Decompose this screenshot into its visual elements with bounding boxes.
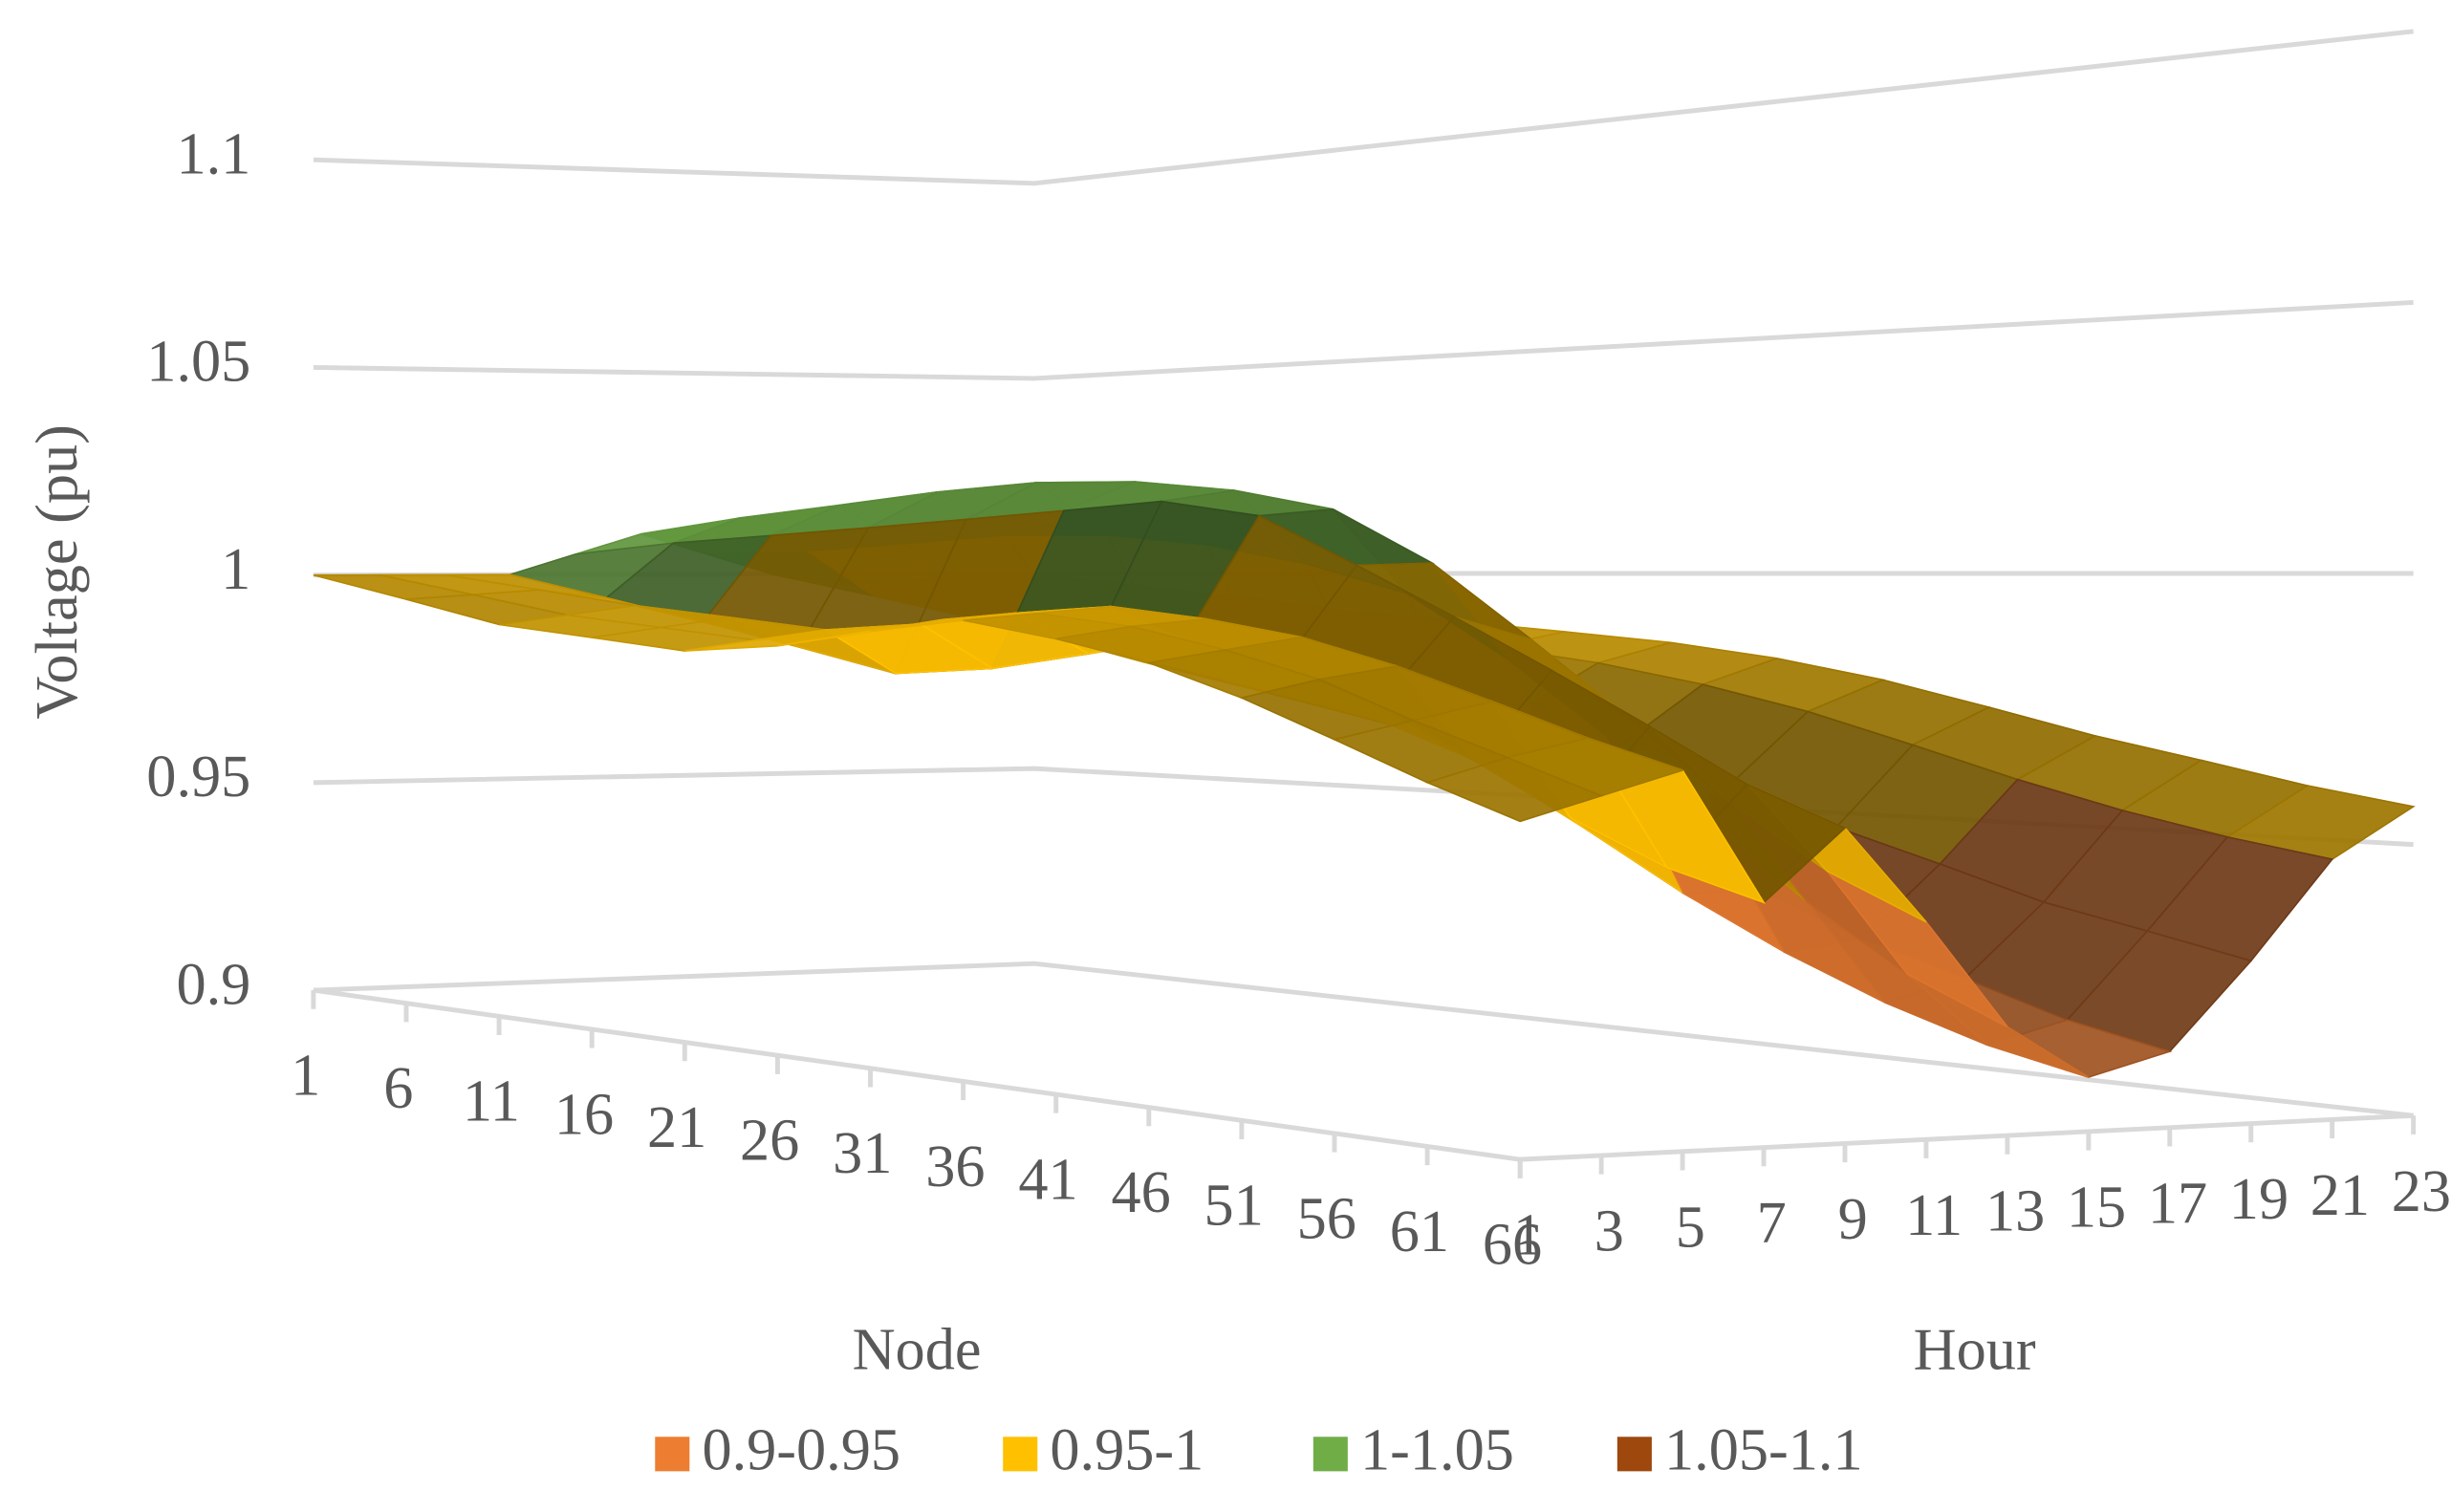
z-tick-label: 17 [2148, 1170, 2207, 1236]
z-tick-label: 7 [1757, 1190, 1787, 1256]
legend-swatch [1312, 1436, 1348, 1472]
legend: 0.9-0.95 0.95-1 1-1.05 1.05-1.1 [655, 1416, 1863, 1482]
grid-line [313, 29, 2414, 186]
legend-label: 1-1.05 [1360, 1416, 1514, 1482]
x-tick-label: 26 [740, 1108, 799, 1174]
z-tick-label: 11 [1905, 1182, 1963, 1248]
z-tick-label: 9 [1838, 1186, 1868, 1252]
z-tick-label: 5 [1676, 1194, 1705, 1260]
y-tick-label: 1.05 [146, 329, 250, 395]
z-tick-label: 19 [2229, 1166, 2288, 1232]
z-tick-label: 3 [1594, 1199, 1624, 1264]
x-tick-label: 41 [1018, 1146, 1077, 1212]
x-axis-title: Node [853, 1316, 982, 1382]
y-tick-label: 1.1 [176, 121, 250, 187]
x-tick-label: 61 [1390, 1199, 1449, 1264]
x-tick-label: 11 [463, 1069, 520, 1134]
x-tick-label: 16 [554, 1081, 614, 1147]
grid-line [313, 961, 2414, 1118]
z-tick-label: 13 [1985, 1178, 2045, 1244]
z-tick-label: 15 [2067, 1174, 2126, 1240]
surface-cell [1424, 756, 1604, 823]
z-tick-label: 21 [2310, 1162, 2370, 1228]
x-tick-label: 21 [647, 1094, 706, 1160]
x-tick-label: 66 [1483, 1212, 1542, 1278]
y-tick-label: 1 [221, 536, 250, 602]
y-tick-label: 0.9 [176, 951, 250, 1017]
x-tick-label: 6 [383, 1055, 413, 1121]
legend-label: 0.95-1 [1050, 1416, 1204, 1482]
legend-swatch [655, 1436, 690, 1472]
z-tick-label: 1 [1513, 1202, 1543, 1268]
z-tick-label: 23 [2392, 1158, 2451, 1224]
x-tick-label: 1 [291, 1042, 320, 1108]
z-axis-title: Hour [1914, 1316, 2036, 1382]
legend-swatch [1616, 1436, 1652, 1472]
y-tick-label: 0.95 [146, 744, 250, 810]
legend-swatch [1003, 1436, 1038, 1472]
surface [313, 481, 2416, 1078]
y-axis-title: Voltage (pu) [24, 424, 90, 719]
grid-line [313, 299, 2414, 381]
x-tick-label: 46 [1111, 1159, 1170, 1225]
x-tick-label: 56 [1297, 1185, 1356, 1251]
legend-label: 0.9-0.95 [702, 1416, 900, 1482]
x-tick-label: 51 [1204, 1173, 1264, 1239]
x-tick-label: 31 [833, 1120, 892, 1186]
legend-label: 1.05-1.1 [1664, 1416, 1863, 1482]
x-tick-label: 36 [925, 1134, 985, 1199]
